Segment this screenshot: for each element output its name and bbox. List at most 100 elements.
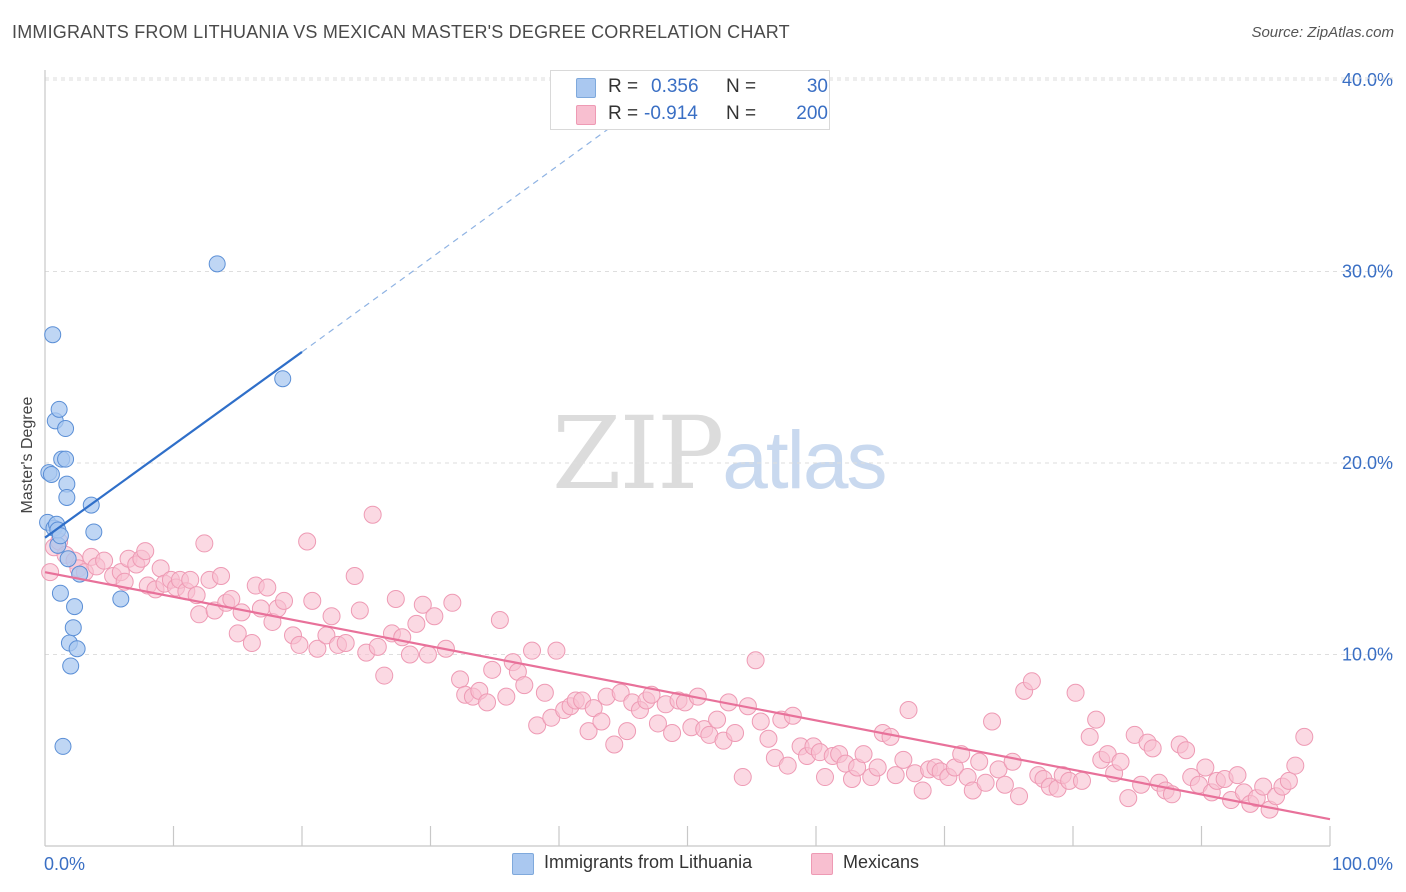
mexicans-point — [212, 566, 231, 585]
mexicans-point — [1010, 787, 1029, 806]
lithuania-point — [58, 488, 76, 506]
mexicans-point — [528, 716, 547, 735]
mexicans-point — [95, 551, 114, 570]
mexicans-point — [759, 729, 778, 748]
mexicans-point — [1003, 752, 1022, 771]
mexicans-point — [350, 601, 369, 620]
mexicans-point — [413, 595, 432, 614]
mexicans-point — [751, 712, 770, 731]
mexicans-point — [611, 683, 630, 702]
mexicans-point — [497, 687, 516, 706]
mexicans-point — [400, 645, 419, 664]
lithuania-point — [208, 255, 226, 273]
mexicans-point — [592, 712, 611, 731]
legend-swatch-mexicans — [576, 105, 596, 125]
mexicans-point — [815, 768, 834, 787]
mexicans-point — [726, 724, 745, 743]
mexicans-point — [854, 745, 873, 764]
y-tick-label: 20.0% — [1342, 453, 1393, 473]
lithuania-point — [44, 326, 62, 344]
mexicans-point — [1295, 727, 1314, 746]
mexicans-point — [1111, 752, 1130, 771]
lithuania-point — [68, 640, 86, 658]
mexicans-point — [1143, 739, 1162, 758]
lithuania-point — [54, 737, 72, 755]
mexicans-point — [515, 676, 534, 695]
lithuania-point — [62, 657, 80, 675]
mexicans-point — [899, 701, 918, 720]
legend-r-label: R = — [608, 103, 639, 124]
mexicans-point — [451, 670, 470, 689]
mexicans-point — [1022, 672, 1041, 691]
lithuania-point — [51, 584, 69, 602]
mexicans-point — [490, 611, 509, 630]
mexicans-point — [478, 693, 497, 712]
lithuania-trend-extension — [301, 108, 637, 353]
mexicans-point — [970, 752, 989, 771]
mexicans-point — [232, 603, 251, 622]
y-tick-label: 40.0% — [1342, 70, 1393, 90]
correlation-legend: R = 0.356 N = 30 R = -0.914 N = 200 — [550, 70, 830, 130]
mexicans-point — [242, 634, 261, 653]
watermark-atlas: atlas — [722, 415, 887, 506]
legend-n-label: N = — [726, 103, 757, 124]
mexicans-point — [663, 724, 682, 743]
mexicans-point — [886, 766, 905, 785]
y-axis-label: Master's Degree — [19, 396, 36, 514]
lithuania-point — [64, 619, 82, 637]
lithuania-trend-line — [44, 351, 303, 539]
mexicans-point — [579, 722, 598, 741]
mexicans-point — [746, 651, 765, 670]
mexicans-point — [443, 593, 462, 612]
lithuania-point — [85, 523, 103, 541]
x-tick-label: 100.0% — [1332, 854, 1393, 874]
mexicans-point — [523, 641, 542, 660]
mexicans-point — [418, 645, 437, 664]
lithuania-point — [50, 400, 68, 418]
mexicans-point — [363, 505, 382, 524]
lithuania-point — [274, 370, 292, 388]
mexicans-point — [322, 607, 341, 626]
bottom-legend-swatch-lithuania — [512, 853, 534, 875]
mexicans-point — [983, 712, 1002, 731]
x-tick-label: 0.0% — [44, 854, 85, 874]
lithuania-point — [112, 590, 130, 608]
mexicans-point — [894, 750, 913, 769]
mexicans-point — [989, 760, 1008, 779]
mexicans-point — [1279, 771, 1298, 790]
mexicans-point — [1087, 710, 1106, 729]
lithuania-point — [42, 465, 60, 483]
mexicans-point — [1119, 789, 1138, 808]
mexicans-point — [1066, 683, 1085, 702]
legend-n-label: N = — [726, 76, 757, 97]
legend-n-value: 200 — [796, 103, 828, 124]
chart-title: IMMIGRANTS FROM LITHUANIA VS MEXICAN MAS… — [12, 22, 790, 42]
mexicans-point — [303, 591, 322, 610]
lithuania-point — [59, 550, 77, 568]
mexicans-point — [483, 660, 502, 679]
mexicans-point — [1177, 741, 1196, 760]
mexicans-point — [1254, 777, 1273, 796]
mexicans-trend-line — [44, 571, 1331, 821]
mexicans-point — [976, 773, 995, 792]
mexicans-point — [195, 534, 214, 553]
mexicans-point — [778, 756, 797, 775]
mexicans-point — [995, 775, 1014, 794]
legend-r-value: -0.914 — [644, 103, 698, 124]
mexicans-point — [605, 735, 624, 754]
y-tick-label: 30.0% — [1342, 262, 1393, 282]
mexicans-point — [425, 607, 444, 626]
lithuania-point — [66, 598, 84, 616]
mexicans-point — [535, 683, 554, 702]
mexicans-point — [275, 591, 294, 610]
mexicans-point — [258, 578, 277, 597]
mexicans-point — [393, 628, 412, 647]
mexicans-point — [336, 634, 355, 653]
mexicans-point — [228, 624, 247, 643]
mexicans-point — [733, 768, 752, 787]
bottom-legend-label: Mexicans — [843, 852, 920, 872]
mexicans-point — [290, 635, 309, 654]
legend-swatch-lithuania — [576, 78, 596, 98]
mexicans-point — [913, 781, 932, 800]
lithuania-point — [57, 420, 75, 438]
